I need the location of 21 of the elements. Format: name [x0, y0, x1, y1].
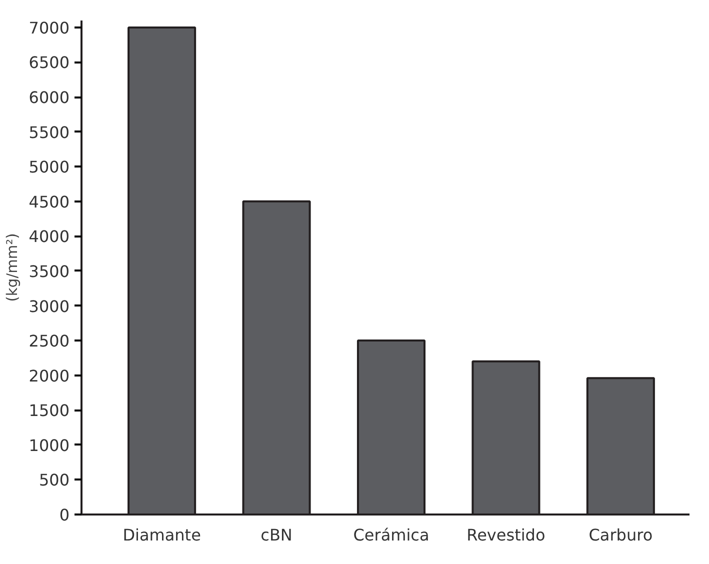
y-tick-label: 7000 [28, 18, 70, 38]
x-tick-label: Diamante [122, 526, 201, 544]
x-tick-label: Cerámica [353, 526, 430, 544]
y-tick-label: 6000 [28, 88, 70, 108]
y-tick-label: 1000 [28, 436, 70, 455]
y-tick-label: 3000 [28, 296, 70, 316]
y-tick-label: 4500 [28, 192, 70, 212]
y-axis-title: (kg/mm²) [4, 233, 21, 302]
y-tick-label: 5000 [28, 158, 70, 177]
y-tick-label: 6500 [28, 53, 70, 72]
y-tick-label: 2000 [28, 366, 70, 386]
y-tick-label: 4000 [28, 227, 70, 246]
x-tick-label: Carburo [588, 526, 653, 544]
x-tick-label: cBN [260, 526, 292, 544]
y-tick-label: 1500 [28, 401, 70, 420]
x-tick-label: Revestido [466, 526, 546, 544]
y-tick-label: 500 [38, 470, 70, 490]
y-tick-label: 0 [59, 506, 70, 524]
y-tick-label: 2500 [28, 332, 70, 351]
y-tick-label: 3500 [28, 262, 70, 281]
y-tick-label: 5500 [28, 122, 70, 142]
